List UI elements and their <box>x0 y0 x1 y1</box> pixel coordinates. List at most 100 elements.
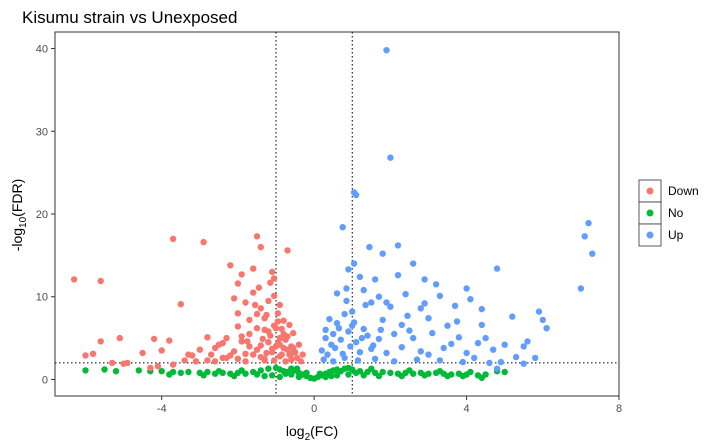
x-tick-label: 4 <box>464 403 470 415</box>
point-down <box>238 333 245 340</box>
point-down <box>290 329 297 337</box>
point-up <box>350 260 358 267</box>
point-up <box>333 320 341 327</box>
point-up <box>362 301 369 309</box>
legend: Down No Up <box>638 179 699 247</box>
point-down <box>253 233 261 240</box>
point-no <box>467 368 474 376</box>
point-no <box>333 372 341 379</box>
point-down <box>288 350 295 357</box>
point-up <box>497 358 505 366</box>
legend-swatch-up <box>646 231 654 239</box>
point-down <box>284 247 291 254</box>
point-down <box>274 318 282 325</box>
point-no <box>230 372 238 380</box>
point-down <box>234 355 242 362</box>
point-up <box>341 354 348 362</box>
point-down <box>263 349 270 357</box>
point-down <box>230 348 238 355</box>
y-axis: 0 10 20 30 40 <box>36 44 55 386</box>
point-no <box>360 372 367 379</box>
point-up <box>343 297 350 305</box>
x-tick-label: 0 <box>311 403 317 415</box>
point-down <box>288 356 295 363</box>
point-no <box>459 372 466 380</box>
point-down <box>270 357 278 364</box>
point-up <box>379 250 386 257</box>
point-down <box>150 335 158 343</box>
point-down <box>238 271 245 278</box>
y-axis-label-prefix: -log <box>9 228 25 251</box>
point-down <box>244 338 251 345</box>
legend-label-down: Down <box>668 184 699 198</box>
point-up <box>328 341 335 348</box>
point-up <box>322 334 329 342</box>
point-no <box>282 370 289 377</box>
point-up <box>391 330 398 338</box>
point-up <box>577 285 585 292</box>
point-up <box>448 340 455 348</box>
legend-label-no: No <box>668 206 684 220</box>
y-tick-label: 40 <box>36 44 48 56</box>
point-up <box>371 276 379 283</box>
point-up <box>324 351 331 358</box>
point-up <box>410 334 417 342</box>
point-down <box>116 334 124 342</box>
point-up <box>366 243 373 251</box>
point-no <box>436 368 444 375</box>
point-down <box>280 317 287 324</box>
point-up <box>398 344 405 351</box>
point-down <box>139 349 146 357</box>
point-up <box>520 360 527 367</box>
point-down <box>200 238 207 246</box>
point-down <box>219 339 226 347</box>
x-tick-label: 8 <box>616 403 622 415</box>
point-down <box>257 342 264 349</box>
point-down <box>270 292 278 300</box>
point-no <box>293 365 301 372</box>
point-no <box>185 368 192 376</box>
y-tick-label: 10 <box>36 292 48 304</box>
point-up <box>417 348 424 355</box>
point-down <box>234 323 242 330</box>
x-axis-label-subscript: 2 <box>305 432 311 443</box>
legend-swatch-no <box>646 209 654 217</box>
y-tick-label: 20 <box>36 209 48 221</box>
point-down <box>261 326 268 333</box>
point-no <box>379 368 386 376</box>
point-no <box>288 371 295 378</box>
legend-label-up: Up <box>668 228 684 242</box>
point-down <box>261 357 268 364</box>
point-up <box>478 321 485 329</box>
point-up <box>410 260 417 267</box>
point-up <box>371 355 379 362</box>
point-up <box>444 322 451 329</box>
point-up <box>341 310 348 318</box>
point-up <box>474 339 482 347</box>
point-no <box>375 372 383 380</box>
point-down <box>257 305 264 312</box>
point-up <box>330 358 337 365</box>
point-up <box>375 335 383 343</box>
point-no <box>478 374 485 381</box>
point-up <box>318 347 325 354</box>
point-down <box>276 301 283 309</box>
point-up <box>520 343 527 350</box>
point-up <box>330 330 337 338</box>
point-no <box>387 369 394 376</box>
point-up <box>482 334 489 342</box>
point-down <box>82 352 89 359</box>
point-no <box>345 371 352 378</box>
point-no <box>158 368 165 375</box>
point-down <box>267 332 274 339</box>
point-up <box>377 326 384 333</box>
point-up <box>383 47 390 54</box>
point-no <box>421 372 428 379</box>
point-up <box>589 250 596 257</box>
point-down <box>253 346 261 353</box>
point-up <box>352 339 360 346</box>
point-down <box>270 275 278 282</box>
point-no <box>406 367 413 374</box>
point-up <box>358 334 365 342</box>
plot-panel <box>54 31 620 397</box>
